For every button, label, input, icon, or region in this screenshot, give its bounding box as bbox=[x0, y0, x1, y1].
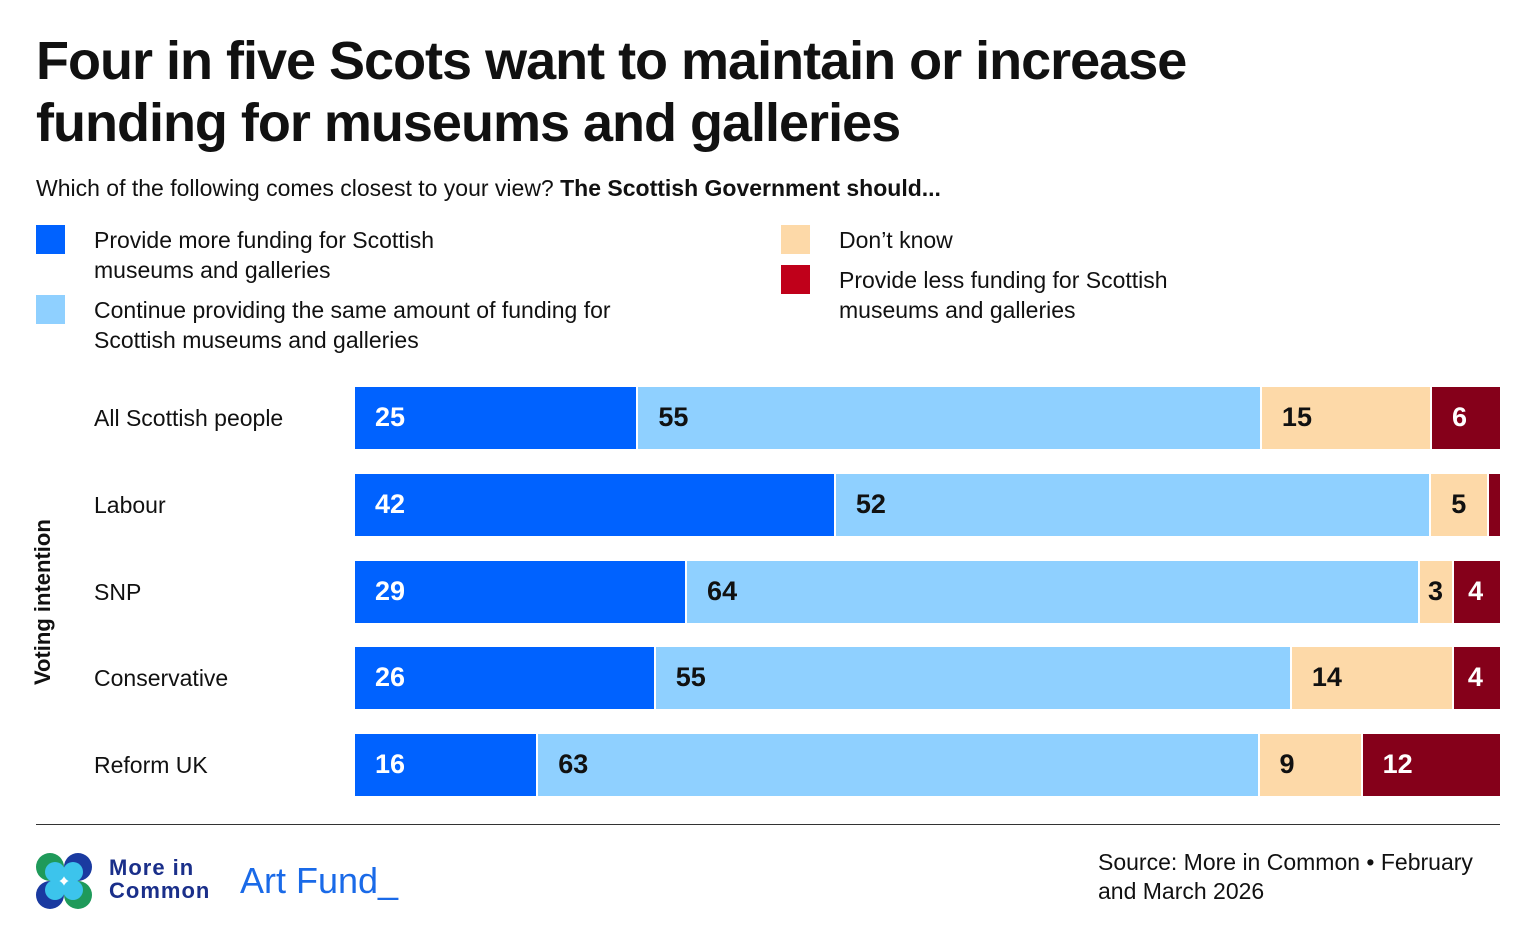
bar-segment: 9 bbox=[1259, 734, 1361, 797]
legend-label: Provide more funding for Scottish museum… bbox=[94, 227, 435, 283]
legend-label: Provide less funding for Scottish museum… bbox=[839, 267, 1168, 323]
subtitle-bold: The Scottish Government should... bbox=[560, 175, 941, 201]
data-label: 12 bbox=[1382, 749, 1413, 780]
bar-segment bbox=[1488, 473, 1500, 536]
data-label: 6 bbox=[1451, 402, 1467, 432]
bar-segment: 55 bbox=[655, 647, 1290, 710]
data-label: 55 bbox=[658, 402, 689, 432]
art-fund-logo: Art Fund_ bbox=[240, 860, 399, 901]
bar-segment: 5 bbox=[1431, 473, 1487, 536]
bar-segment: 16 bbox=[355, 734, 537, 797]
bar-segment: 3 bbox=[1419, 560, 1453, 623]
legend-label: Continue providing the same amount of fu… bbox=[94, 297, 611, 353]
data-label: 25 bbox=[375, 402, 406, 432]
data-label: 26 bbox=[375, 662, 406, 693]
bar-segment: 55 bbox=[638, 387, 1260, 449]
data-label: 63 bbox=[558, 749, 589, 780]
bar-segment: 29 bbox=[355, 560, 686, 623]
data-label: 42 bbox=[375, 488, 406, 519]
data-label: 55 bbox=[675, 662, 706, 693]
category-label: Reform UK bbox=[94, 752, 208, 779]
category-label: SNP bbox=[94, 578, 142, 605]
data-label: 3 bbox=[1428, 575, 1444, 606]
bar-segment: 42 bbox=[355, 473, 834, 536]
subtitle-question: Which of the following comes closest to … bbox=[36, 175, 554, 201]
bar-segment: 63 bbox=[538, 734, 1258, 797]
data-label: 52 bbox=[855, 488, 886, 519]
bar-segment: 12 bbox=[1362, 734, 1500, 797]
chart-title: Four in five Scots want to maintain or i… bbox=[36, 31, 1187, 153]
legend-swatch bbox=[781, 265, 810, 294]
chart-subtitle: Which of the following comes closest to … bbox=[36, 175, 941, 202]
category-label: Conservative bbox=[94, 665, 229, 692]
data-label: 14 bbox=[1311, 662, 1342, 693]
legend-swatch bbox=[781, 225, 810, 254]
legend-label: Don’t know bbox=[839, 227, 953, 253]
bar-segment: 15 bbox=[1261, 387, 1430, 449]
bar-segment: 14 bbox=[1291, 647, 1452, 710]
category-label: Labour bbox=[94, 491, 166, 518]
data-label: 64 bbox=[707, 575, 738, 606]
bar-segment: 6 bbox=[1431, 387, 1500, 449]
more-in-common-logo-icon bbox=[36, 853, 92, 909]
legend-swatch bbox=[36, 225, 65, 254]
divider bbox=[36, 824, 1500, 825]
source-note: Source: More in Common • February and Ma… bbox=[1098, 849, 1473, 904]
data-label: 4 bbox=[1468, 575, 1484, 606]
data-label: 15 bbox=[1281, 402, 1312, 432]
bar-segment: 64 bbox=[687, 560, 1418, 623]
data-label: 9 bbox=[1279, 749, 1295, 780]
data-label: 16 bbox=[375, 749, 406, 780]
bar-segment: 4 bbox=[1454, 560, 1500, 623]
more-in-common-logo-text: More in Common bbox=[109, 855, 211, 903]
bar-segment: 25 bbox=[355, 387, 637, 449]
bar-segment: 4 bbox=[1453, 647, 1500, 710]
y-axis-label: Voting intention bbox=[30, 519, 55, 685]
data-label: 5 bbox=[1451, 488, 1467, 519]
legend-swatch bbox=[36, 295, 65, 324]
data-label: 4 bbox=[1467, 662, 1483, 693]
data-label: 29 bbox=[375, 575, 406, 606]
bar-segment: 52 bbox=[835, 473, 1430, 536]
category-label: All Scottish people bbox=[94, 405, 284, 431]
bar-segment: 26 bbox=[355, 647, 654, 710]
